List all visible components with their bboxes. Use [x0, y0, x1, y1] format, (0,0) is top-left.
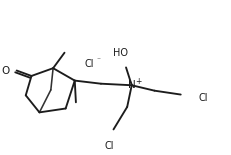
- Text: O: O: [1, 66, 9, 75]
- Text: Cl: Cl: [104, 141, 114, 151]
- Text: ⁻: ⁻: [96, 56, 100, 65]
- Text: Cl: Cl: [85, 59, 94, 69]
- Text: N: N: [127, 80, 135, 90]
- Text: Cl: Cl: [197, 93, 207, 103]
- Text: HO: HO: [112, 48, 127, 58]
- Text: +: +: [134, 77, 141, 86]
